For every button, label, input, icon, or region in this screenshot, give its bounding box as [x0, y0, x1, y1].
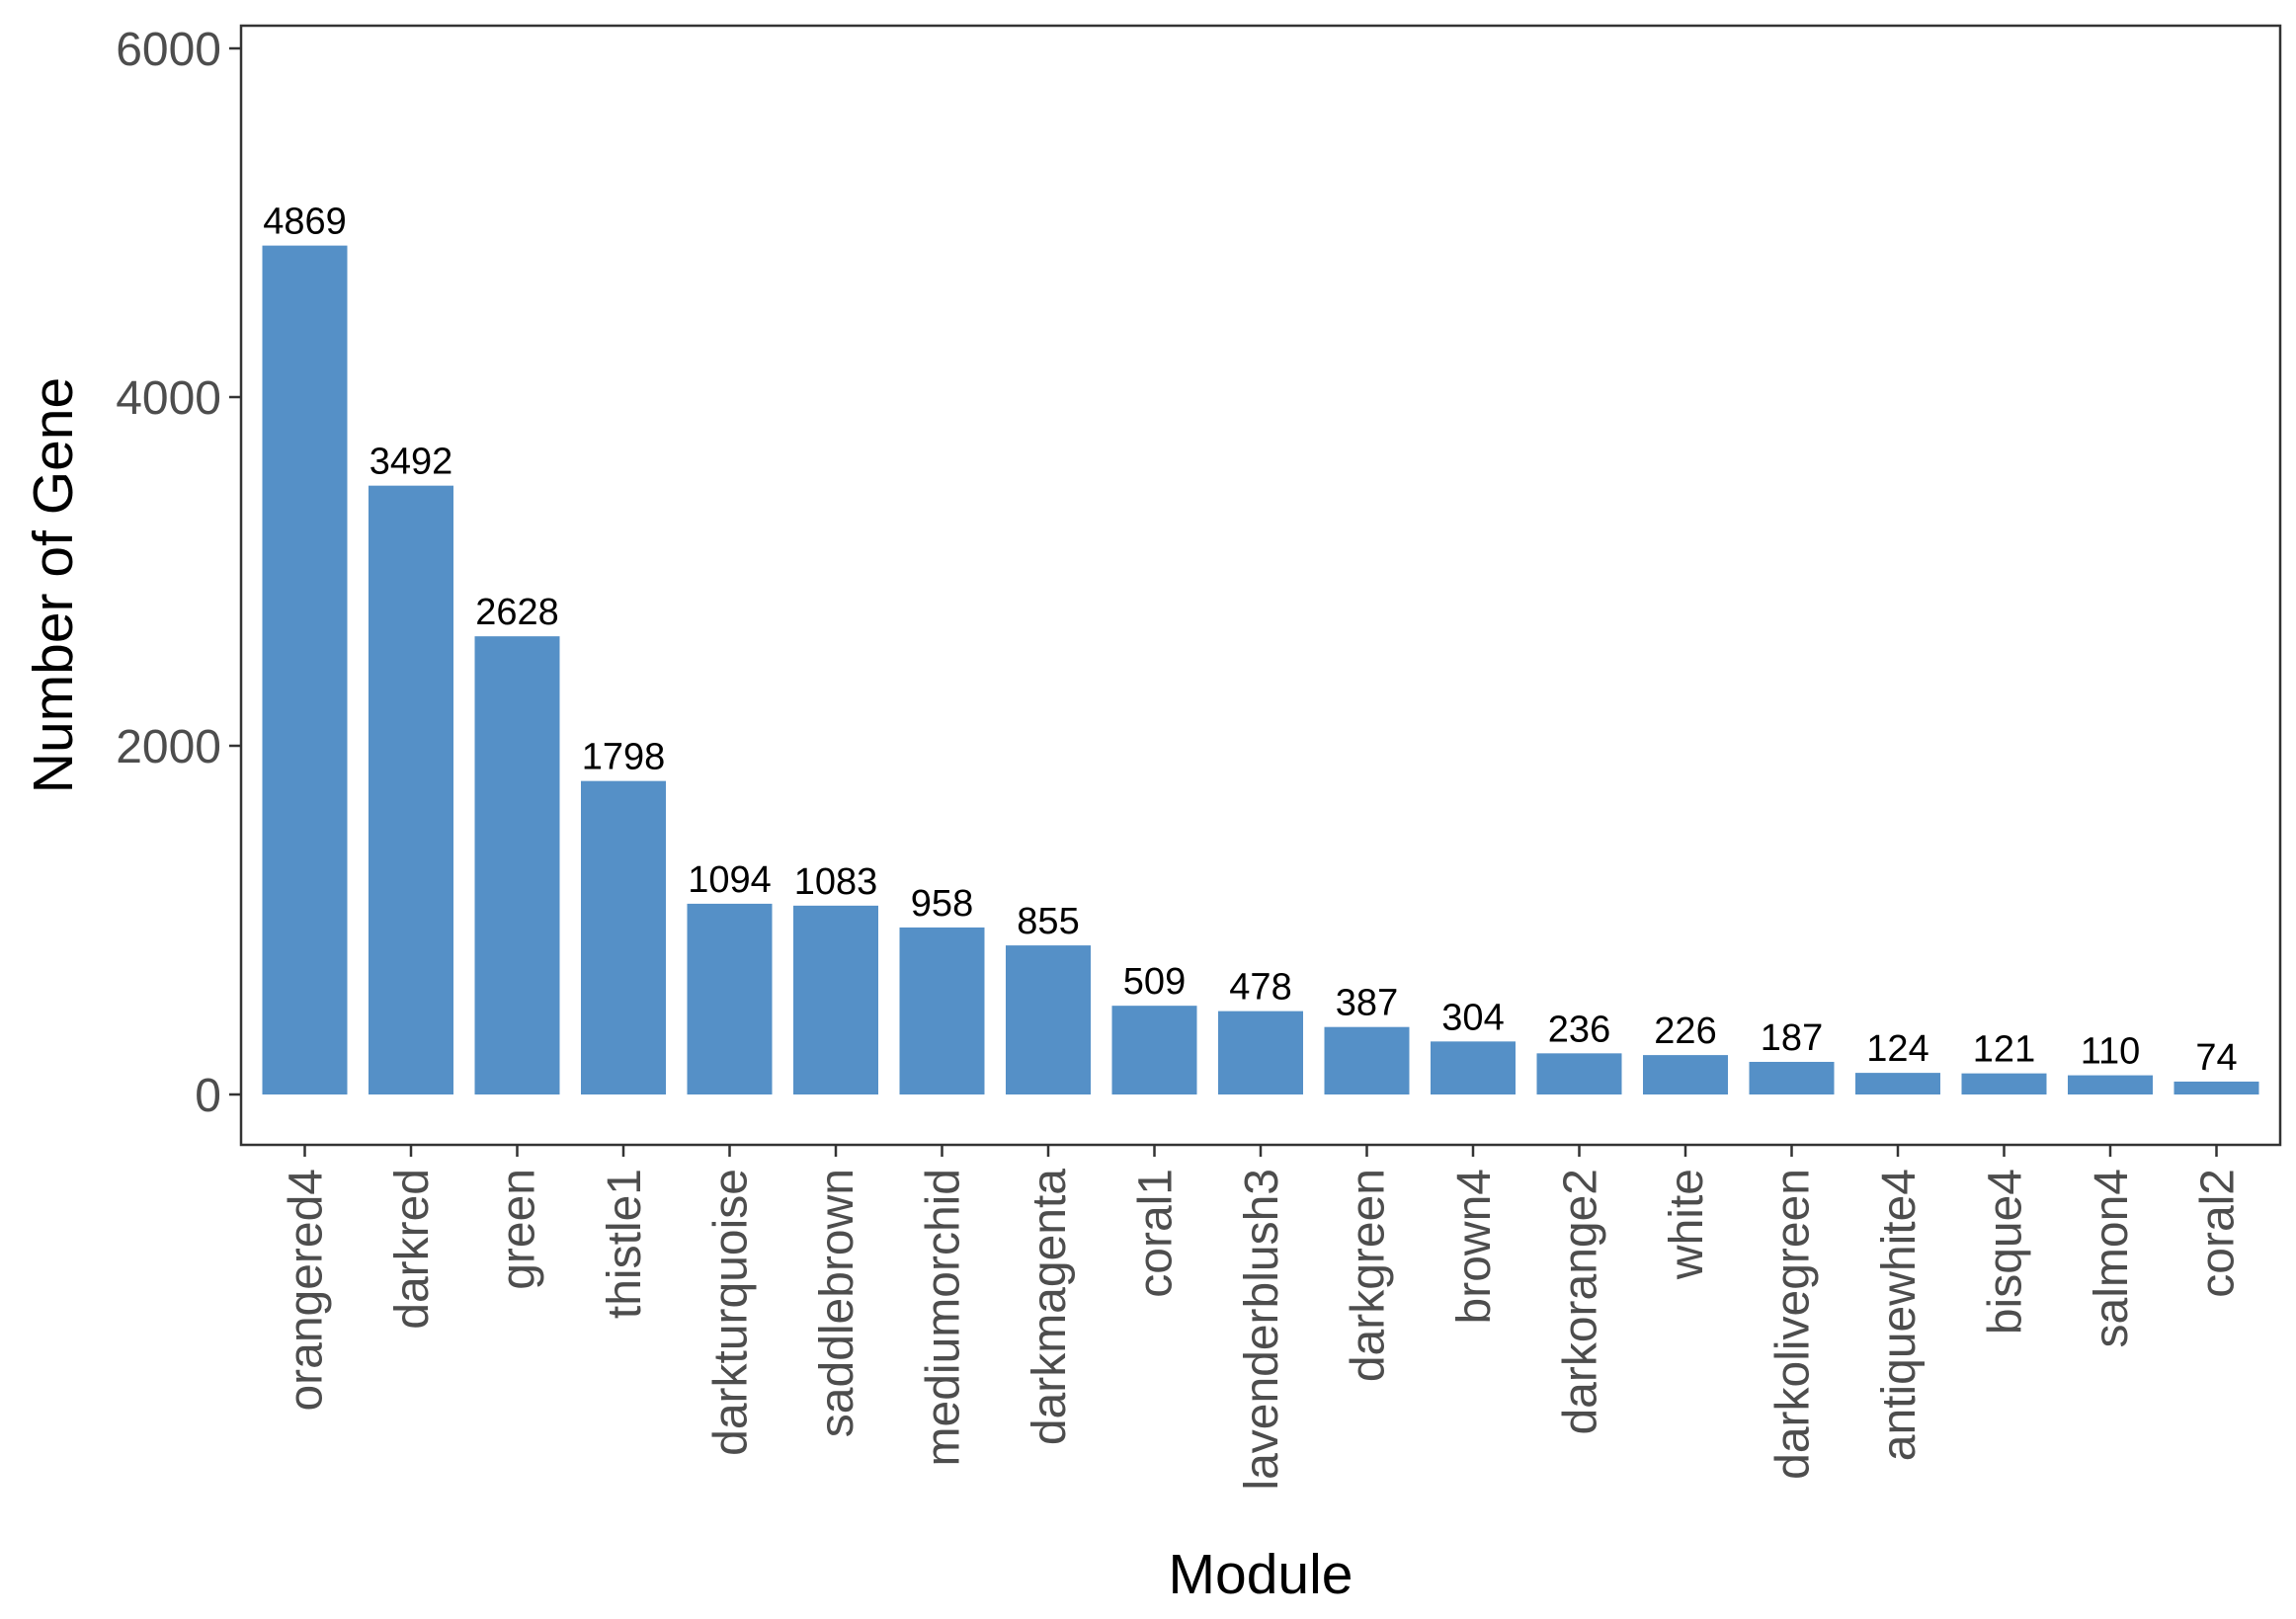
x-tick-label: salmon4 — [2086, 1169, 2138, 1347]
x-tick-label: darkorange2 — [1555, 1169, 1607, 1435]
bar-value-label: 226 — [1654, 1011, 1716, 1052]
x-tick-label: thistle1 — [599, 1169, 651, 1319]
y-tick-label: 4000 — [116, 372, 221, 425]
y-tick-label: 0 — [195, 1070, 221, 1122]
bar-value-label: 121 — [1973, 1029, 2035, 1071]
bar-labels-layer: 4869 3492 2628 1798 1094 1083 958 855 509 478 387 3… — [263, 202, 2237, 1079]
bar-value-label: 4869 — [263, 202, 347, 243]
bar-value-label: 236 — [1548, 1009, 1610, 1050]
bar — [1006, 945, 1091, 1094]
y-tick-label: 6000 — [116, 24, 221, 76]
bar — [793, 905, 878, 1094]
bar-value-label: 855 — [1017, 901, 1079, 942]
x-tick-label: darkturquoise — [705, 1169, 758, 1456]
x-tick-label: saddlebrown — [811, 1169, 863, 1437]
bar-value-label: 124 — [1866, 1028, 1928, 1070]
bar — [1855, 1073, 1940, 1094]
bar-value-label: 478 — [1229, 967, 1291, 1009]
bar — [1749, 1061, 1835, 1094]
bar — [1324, 1026, 1410, 1094]
bar-value-label: 509 — [1123, 961, 1186, 1003]
bar-value-label: 2628 — [475, 592, 559, 633]
bar-value-label: 958 — [911, 883, 973, 925]
x-tick-label: mediumorchid — [918, 1169, 970, 1466]
y-tick-label: 2000 — [116, 721, 221, 773]
bar — [1431, 1041, 1516, 1094]
x-tick-label: brown4 — [1448, 1169, 1501, 1324]
x-tick-label: orangered4 — [281, 1169, 333, 1412]
x-tick-label: antiquewhite4 — [1873, 1169, 1926, 1461]
bar — [1536, 1053, 1622, 1094]
bar — [369, 485, 453, 1094]
bar — [1111, 1006, 1197, 1094]
bar-value-label: 187 — [1761, 1017, 1823, 1059]
x-tick-label: bisque4 — [1980, 1169, 2032, 1335]
bar-value-label: 1798 — [582, 737, 666, 778]
bar — [262, 245, 348, 1094]
bar-value-label: 3492 — [369, 442, 453, 483]
x-tick-label: coral1 — [1130, 1169, 1183, 1298]
bar — [687, 903, 773, 1094]
x-tick-label: darkgreen — [1343, 1169, 1395, 1382]
x-tick-label: lavenderblush3 — [1236, 1169, 1288, 1491]
bar — [899, 927, 985, 1094]
x-axis-title: Module — [1169, 1543, 1353, 1606]
bar-value-label: 1083 — [794, 861, 878, 903]
bar-value-label: 74 — [2195, 1037, 2237, 1079]
x-tick-label: darkred — [386, 1169, 439, 1330]
x-tick-label: white — [1661, 1169, 1713, 1280]
x-tick-label: green — [493, 1169, 545, 1290]
bar-value-label: 304 — [1441, 997, 1504, 1038]
x-tick-label: darkolivegreen — [1767, 1169, 1820, 1480]
bar — [2068, 1075, 2153, 1094]
bars-layer — [262, 245, 2259, 1094]
x-tick-label: coral2 — [2192, 1169, 2245, 1298]
bar — [474, 636, 560, 1094]
x-axis: orangered4 darkred green thistle1 darkturquo… — [281, 1145, 2245, 1491]
y-axis-title: Number of Gene — [22, 377, 85, 793]
bar-value-label: 387 — [1336, 983, 1398, 1024]
bar — [1643, 1055, 1728, 1094]
y-axis: 0 2000 4000 6000 — [116, 24, 241, 1122]
bar — [1961, 1073, 2047, 1094]
bar-value-label: 110 — [2081, 1031, 2141, 1073]
bar-value-label: 1094 — [688, 859, 772, 901]
bar — [2173, 1081, 2259, 1094]
bar — [581, 780, 666, 1094]
x-tick-label: darkmagenta — [1024, 1169, 1076, 1445]
bar — [1218, 1011, 1303, 1094]
